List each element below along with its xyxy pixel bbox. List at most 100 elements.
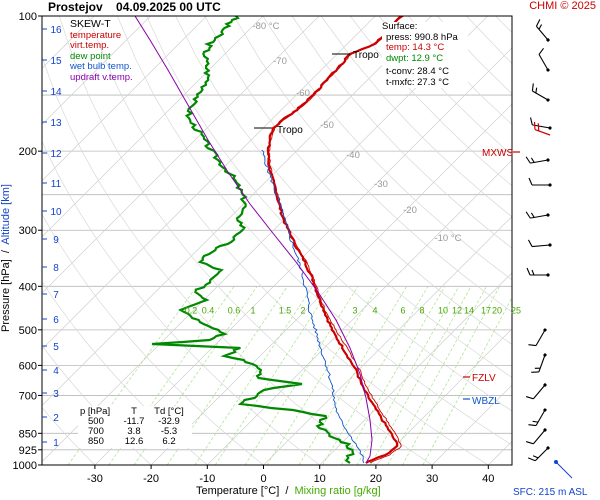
y-label-pressure: Pressure [hPa] bbox=[0, 259, 12, 332]
surface-wind-dot bbox=[554, 460, 558, 464]
wind-barb bbox=[535, 19, 550, 42]
isotherm bbox=[375, 328, 512, 465]
surface-box: Surface: press: 990.8 hPa temp: 14.3 °C … bbox=[382, 21, 468, 88]
mixing-ratio-label: 2 bbox=[300, 305, 305, 315]
mixing-ratio-label: 0.2 bbox=[185, 305, 198, 315]
wind-barb bbox=[526, 267, 550, 277]
isotherm bbox=[42, 16, 432, 406]
wind-barb bbox=[531, 353, 547, 373]
wind-barb bbox=[525, 211, 550, 219]
temperature-tick-label: -30 bbox=[87, 473, 103, 485]
isotherm-label: -60 bbox=[296, 88, 310, 99]
wbzl-label: WBZL bbox=[472, 396, 500, 407]
mixing-ratio-label: 14 bbox=[464, 305, 474, 315]
table-cell: -5.3 bbox=[160, 426, 178, 437]
mixing-ratio-line bbox=[387, 286, 487, 465]
tropopause-label: Tropo bbox=[277, 125, 303, 136]
dry-adiabat bbox=[58, 16, 433, 465]
wind-barb bbox=[531, 83, 550, 102]
mixing-ratio-label: 20 bbox=[492, 305, 502, 315]
mixing-ratio-line bbox=[194, 286, 313, 465]
altitude-tick-label: 1 bbox=[53, 438, 59, 449]
pressure-tick-label: 700 bbox=[19, 390, 37, 402]
surface-title: Surface: bbox=[382, 21, 418, 32]
isotherm bbox=[94, 47, 512, 465]
dry-adiabat bbox=[525, 16, 600, 465]
altitude-tick-label: 8 bbox=[53, 263, 59, 274]
dry-adiabat bbox=[175, 16, 512, 378]
altitude-tick-label: 12 bbox=[50, 149, 62, 160]
pressure-tick-label: 100 bbox=[19, 11, 37, 23]
temperature-tick-label: -20 bbox=[143, 473, 159, 485]
table-cell: -32.9 bbox=[158, 416, 180, 427]
temperature-tick-label: 0 bbox=[260, 473, 266, 485]
pressure-tick-label: 925 bbox=[19, 445, 37, 457]
wind-barb bbox=[525, 428, 547, 445]
surface-dwpt: dwpt: 12.9 °C bbox=[386, 52, 444, 64]
isotherm bbox=[150, 103, 512, 465]
table-header-td: Td [°C] bbox=[154, 406, 184, 417]
isotherm-label: -50 bbox=[320, 120, 334, 131]
dry-adiabat bbox=[146, 16, 512, 412]
isotherm bbox=[42, 16, 207, 182]
temperature-tick-label: 10 bbox=[314, 473, 326, 485]
pressure-tick-label: 200 bbox=[19, 146, 37, 158]
legend-item-dew-point: dew point bbox=[70, 50, 111, 62]
wind-barb bbox=[525, 383, 547, 400]
altitude-tick-label: 11 bbox=[51, 179, 62, 190]
sfc-label: SFC: 215 m ASL bbox=[513, 487, 588, 498]
altitude-tick-label: 4 bbox=[53, 366, 59, 377]
altitude-tick-label: 5 bbox=[53, 342, 59, 353]
altitude-tick-label: 9 bbox=[53, 235, 59, 246]
pressure-tick-label: 500 bbox=[19, 325, 37, 337]
dry-adiabat bbox=[42, 407, 96, 465]
y-label-altitude: Altitude [km] bbox=[0, 184, 12, 245]
x-label-temperature: Temperature [°C] bbox=[196, 485, 280, 497]
wind-barb bbox=[525, 156, 550, 164]
virtual-temperature-line bbox=[268, 16, 405, 464]
wind-barb bbox=[527, 446, 550, 462]
mixing-ratio-label: 0.6 bbox=[228, 305, 241, 315]
table-cell: 3.8 bbox=[127, 426, 141, 437]
wind-barb bbox=[528, 408, 547, 427]
wet-bulb-line bbox=[261, 149, 365, 464]
pressure-tick-label: 850 bbox=[19, 428, 37, 440]
surface-tmxfc: t-mxfc: 27.3 °C bbox=[386, 76, 449, 88]
plot-frame bbox=[41, 15, 513, 466]
mixing-ratio-line bbox=[402, 286, 500, 465]
table-header-t: T bbox=[131, 406, 137, 417]
isotherm-label: -40 bbox=[346, 150, 360, 161]
legend-item-virt-temp: virt.temp. bbox=[70, 40, 110, 52]
mixing-ratio-label: 1.5 bbox=[279, 305, 292, 315]
isotherm bbox=[545, 16, 600, 465]
table-row: 500 -11.7 -32.9 bbox=[80, 417, 190, 427]
mixing-ratio-label: 3 bbox=[352, 305, 357, 315]
mixing-ratio-label: 17 bbox=[481, 305, 491, 315]
dry-adiabat bbox=[291, 16, 512, 249]
altitude-tick-label: 13 bbox=[50, 118, 62, 129]
mixing-ratio-label: 4 bbox=[372, 305, 377, 315]
table-cell: 850 bbox=[88, 436, 104, 447]
altitude-tick-label: 7 bbox=[53, 290, 59, 301]
altitude-tick-label: 2 bbox=[53, 413, 59, 424]
dry-adiabat bbox=[320, 16, 512, 218]
legend-item-temperature: temperature bbox=[70, 29, 122, 41]
table-row: 850 12.6 6.2 bbox=[80, 437, 190, 447]
dry-adiabat bbox=[262, 16, 512, 281]
table-cell: 6.2 bbox=[162, 436, 176, 447]
table-cell: 700 bbox=[88, 426, 104, 437]
mixing-ratio-label: 12 bbox=[452, 305, 462, 315]
isotherm bbox=[42, 16, 264, 238]
temperature-tick-label: -10 bbox=[199, 473, 215, 485]
altitude-tick-label: 16 bbox=[50, 25, 62, 36]
copyright: CHMI © 2025 bbox=[529, 0, 596, 12]
mixing-ratio-line bbox=[370, 286, 472, 465]
temperature-tick-label: 20 bbox=[370, 473, 382, 485]
legend-item-wet-bulb: wet bulb temp. bbox=[70, 61, 132, 73]
mixing-ratio-label: 6 bbox=[400, 305, 405, 315]
isotherm-label: -20 bbox=[403, 205, 417, 216]
isotherm bbox=[42, 16, 151, 125]
x-axis-label: Temperature [°C] / Mixing ratio [g/kg] bbox=[196, 485, 381, 497]
dry-adiabat bbox=[117, 16, 512, 446]
